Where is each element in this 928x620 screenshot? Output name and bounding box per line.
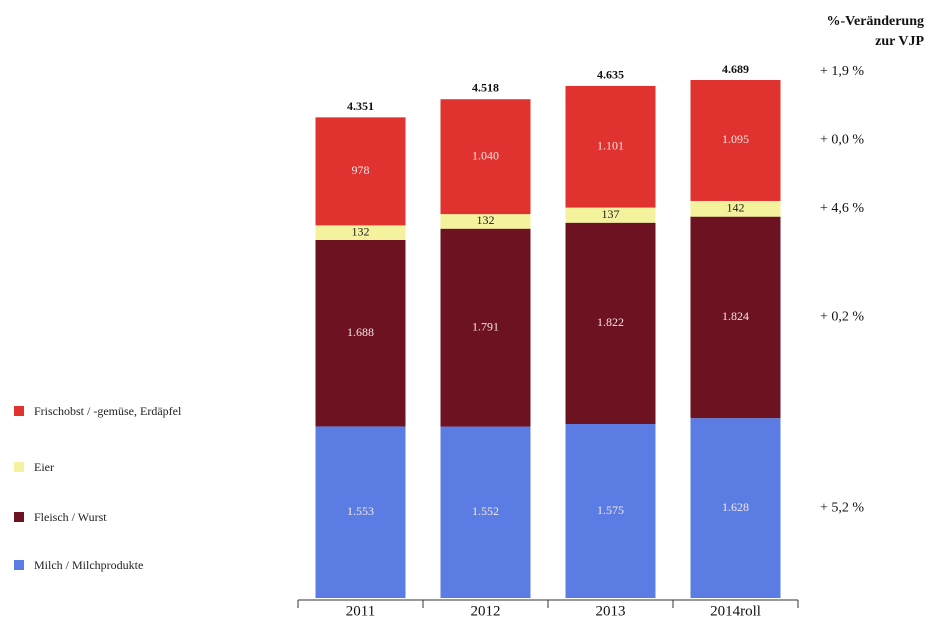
change-total-label: + 1,9 %	[820, 64, 864, 79]
bar-segment	[690, 418, 781, 598]
bar-segment	[315, 225, 406, 240]
value-label: 1.688	[347, 325, 374, 339]
legend-item: Eier	[14, 460, 204, 475]
bar-segment	[565, 424, 656, 598]
value-label: 142	[727, 201, 745, 215]
value-label: 1.575	[597, 503, 624, 517]
value-label: 132	[352, 224, 370, 238]
legend-swatch	[14, 406, 24, 416]
value-label: 1.101	[597, 139, 624, 153]
value-label: 1.553	[347, 504, 374, 518]
value-label: 1.791	[472, 319, 499, 333]
change-header: zur VJP	[875, 34, 924, 49]
bar-segment	[565, 222, 656, 425]
change-label: + 4,6 %	[820, 201, 864, 216]
legend-label: Frischobst / -gemüse, Erdäpfel	[34, 404, 182, 418]
legend-swatch	[14, 462, 24, 472]
value-label: 1.822	[597, 315, 624, 329]
value-label: 132	[477, 213, 495, 227]
change-label: + 0,2 %	[820, 310, 864, 325]
x-tick-label: 2013	[596, 603, 626, 619]
total-label: 4.351	[347, 99, 374, 113]
legend-label: Fleisch / Wurst	[34, 510, 107, 524]
legend-item: Frischobst / -gemüse, Erdäpfel	[14, 404, 204, 419]
bar-segment	[565, 85, 656, 208]
bar-segment	[315, 117, 406, 226]
x-tick-label: 2012	[471, 603, 501, 619]
bar-segment	[440, 214, 531, 229]
x-tick-label: 2011	[346, 603, 375, 619]
value-label: 1.095	[722, 132, 749, 146]
change-label: + 5,2 %	[820, 500, 864, 515]
bar-segment	[440, 99, 531, 215]
value-label: 1.040	[472, 148, 499, 162]
value-label: 137	[602, 207, 620, 221]
bar-segment	[315, 239, 406, 427]
change-label: + 0,0 %	[820, 133, 864, 148]
total-label: 4.518	[472, 81, 499, 95]
total-label: 4.689	[722, 62, 749, 76]
legend-label: Milch / Milchprodukte	[34, 558, 144, 572]
legend-swatch	[14, 512, 24, 522]
legend-swatch	[14, 560, 24, 570]
legend-label: Eier	[34, 460, 54, 474]
bar-segment	[440, 426, 531, 598]
bar-segment	[690, 216, 781, 419]
legend-item: Milch / Milchprodukte	[14, 558, 204, 573]
bar-segment	[565, 207, 656, 223]
value-label: 1.628	[722, 500, 749, 514]
value-label: 978	[352, 163, 370, 177]
bar-segment	[440, 228, 531, 427]
bar-segment	[690, 80, 781, 201]
bar-segment	[315, 426, 406, 598]
change-header: %-Veränderung	[827, 14, 925, 29]
value-label: 1.552	[472, 504, 499, 518]
total-label: 4.635	[597, 68, 624, 82]
value-label: 1.824	[722, 309, 749, 323]
bar-segment	[690, 200, 781, 217]
x-tick-label: 2014roll	[710, 603, 761, 619]
legend-item: Fleisch / Wurst	[14, 510, 204, 525]
